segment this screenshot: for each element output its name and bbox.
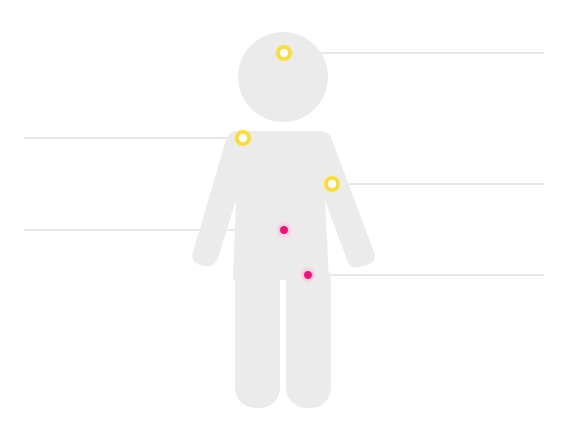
figure-right-leg	[235, 262, 280, 408]
figure-left-leg	[286, 262, 331, 408]
marker-right-shoulder[interactable]	[234, 129, 252, 147]
child-body-silhouette-icon	[192, 32, 375, 408]
marker-left-upper-arm[interactable]	[323, 175, 341, 193]
figure-head	[238, 32, 328, 122]
marker-torso[interactable]	[274, 220, 294, 240]
markers	[234, 44, 341, 285]
marker-head[interactable]	[275, 44, 293, 62]
figure-torso-arms	[192, 131, 375, 280]
marker-left-hip[interactable]	[298, 265, 318, 285]
